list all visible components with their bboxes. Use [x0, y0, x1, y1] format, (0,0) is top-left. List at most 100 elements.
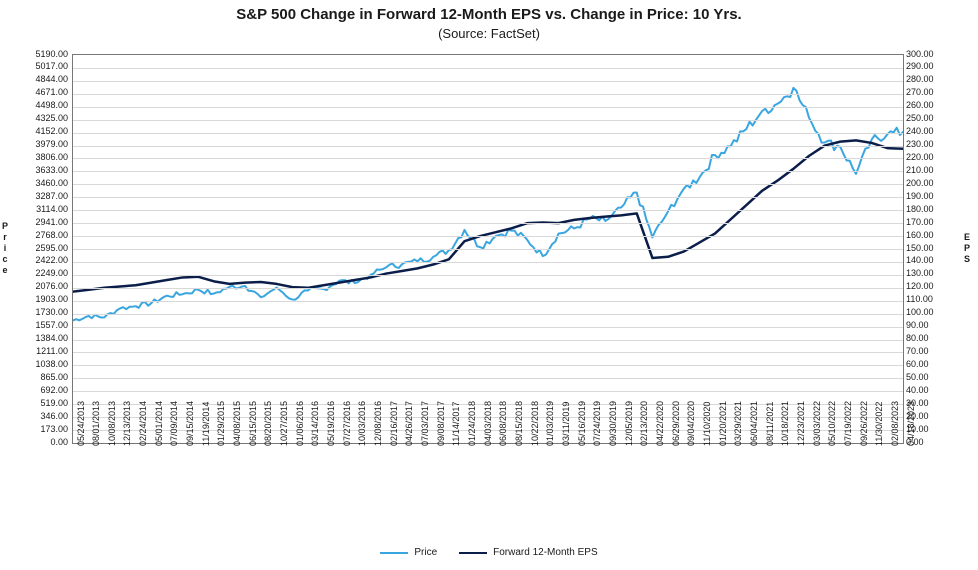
y-right-tick-label: 220.00	[906, 152, 934, 162]
y-left-tick-label: 3287.00	[35, 191, 68, 201]
y-right-tick-label: 50.00	[906, 372, 929, 382]
legend: Price Forward 12-Month EPS	[0, 547, 978, 558]
grid-line	[73, 171, 903, 172]
y-right-tick-label: 110.00	[906, 294, 933, 304]
y-left-tick-label: 1730.00	[35, 307, 68, 317]
x-tick-label: 11/14/2017	[451, 402, 461, 446]
y-left-tick-label: 4844.00	[35, 74, 68, 84]
x-tick-label: 04/26/2017	[404, 401, 414, 446]
y-right-tick-label: 130.00	[906, 268, 934, 278]
grid-line	[73, 262, 903, 263]
x-tick-label: 04/18/2023	[906, 401, 916, 446]
y-left-tick-label: 1384.00	[35, 333, 68, 343]
y-left-tick-label: 0.00	[50, 437, 68, 447]
y-right-tick-label: 140.00	[906, 255, 934, 265]
y-right-tick-label: 80.00	[906, 333, 929, 343]
y-left-tick-label: 2076.00	[35, 281, 68, 291]
y-right-tick-label: 170.00	[906, 217, 934, 227]
y-left-tick-label: 3633.00	[35, 165, 68, 175]
grid-line	[73, 314, 903, 315]
x-tick-label: 08/11/2021	[765, 402, 775, 446]
y-left-tick-label: 1903.00	[35, 294, 68, 304]
grid-line	[73, 68, 903, 69]
grid-line	[73, 327, 903, 328]
x-tick-label: 05/19/2016	[326, 401, 336, 446]
x-tick-label: 04/03/2018	[483, 401, 493, 446]
y-right-tick-label: 300.00	[906, 49, 934, 59]
y-left-tick-label: 2768.00	[35, 230, 68, 240]
legend-label: Forward 12-Month EPS	[493, 547, 598, 558]
x-tick-label: 04/22/2020	[655, 401, 665, 446]
y-right-tick-label: 280.00	[906, 74, 934, 84]
x-tick-label: 12/23/2021	[796, 401, 806, 446]
x-tick-label: 03/14/2016	[310, 401, 320, 446]
x-tick-label: 01/20/2021	[718, 401, 728, 446]
x-tick-label: 09/26/2022	[859, 401, 869, 446]
y-left-tick-label: 4325.00	[35, 113, 68, 123]
y-right-tick-label: 160.00	[906, 230, 934, 240]
legend-item: Forward 12-Month EPS	[459, 547, 598, 558]
x-tick-label: 11/30/2022	[874, 402, 884, 446]
x-tick-label: 09/15/2014	[185, 401, 195, 446]
y-left-tick-label: 692.00	[40, 385, 68, 395]
y-left-tick-label: 2422.00	[35, 255, 68, 265]
y-right-tick-label: 260.00	[906, 100, 934, 110]
grid-line	[73, 146, 903, 147]
x-tick-label: 02/13/2020	[639, 401, 649, 446]
x-tick-label: 05/10/2022	[827, 401, 837, 446]
x-tick-label: 10/18/2021	[780, 401, 790, 446]
x-tick-label: 03/29/2021	[733, 401, 743, 446]
x-tick-label: 02/16/2017	[389, 401, 399, 446]
y-left-tick-label: 3979.00	[35, 139, 68, 149]
y-left-tick-label: 5017.00	[35, 61, 68, 71]
y-left-tick-label: 5190.00	[35, 49, 68, 59]
y-right-tick-label: 70.00	[906, 346, 929, 356]
x-tick-label: 07/19/2022	[843, 401, 853, 446]
y-right-tick-label: 40.00	[906, 385, 929, 395]
y-right-tick-label: 290.00	[906, 61, 934, 71]
grid-line	[73, 249, 903, 250]
series-forward-12-month-eps	[73, 140, 903, 291]
grid-line	[73, 107, 903, 108]
legend-item: Price	[380, 547, 437, 558]
y-left-tick-label: 173.00	[40, 424, 68, 434]
x-tick-label: 02/24/2014	[138, 401, 148, 446]
grid-line	[73, 391, 903, 392]
grid-line	[73, 378, 903, 379]
series-price	[73, 88, 903, 321]
chart-subtitle: (Source: FactSet)	[0, 26, 978, 41]
x-tick-label: 09/08/2017	[436, 401, 446, 446]
grid-line	[73, 81, 903, 82]
grid-line	[73, 365, 903, 366]
y-right-tick-label: 120.00	[906, 281, 934, 291]
grid-line	[73, 236, 903, 237]
y-right-tick-label: 190.00	[906, 191, 934, 201]
x-tick-label: 12/05/2019	[624, 401, 634, 446]
y-right-tick-label: 60.00	[906, 359, 929, 369]
x-tick-label: 03/11/2019	[561, 402, 571, 446]
x-tick-label: 02/08/2023	[890, 401, 900, 446]
y-left-tick-label: 1038.00	[35, 359, 68, 369]
x-tick-label: 07/27/2016	[342, 401, 352, 446]
y-right-tick-label: 250.00	[906, 113, 934, 123]
y-left-tick-label: 2941.00	[35, 217, 68, 227]
y-right-tick-label: 230.00	[906, 139, 934, 149]
grid-line	[73, 210, 903, 211]
grid-line	[73, 158, 903, 159]
y-left-tick-label: 346.00	[40, 411, 68, 421]
y-left-axis-label: Price	[2, 221, 10, 276]
y-left-tick-label: 2249.00	[35, 268, 68, 278]
grid-line	[73, 275, 903, 276]
x-tick-label: 01/06/2016	[295, 401, 305, 446]
y-right-tick-label: 200.00	[906, 178, 934, 188]
grid-line	[73, 120, 903, 121]
grid-line	[73, 352, 903, 353]
x-tick-label: 07/24/2019	[592, 401, 602, 446]
x-tick-label: 08/20/2015	[263, 401, 273, 446]
x-tick-label: 10/08/2013	[107, 401, 117, 446]
grid-line	[73, 288, 903, 289]
x-tick-label: 06/04/2021	[749, 401, 759, 446]
x-tick-label: 07/09/2014	[169, 401, 179, 446]
x-tick-label: 03/03/2022	[812, 401, 822, 446]
y-right-axis-label: EPS	[964, 232, 972, 265]
